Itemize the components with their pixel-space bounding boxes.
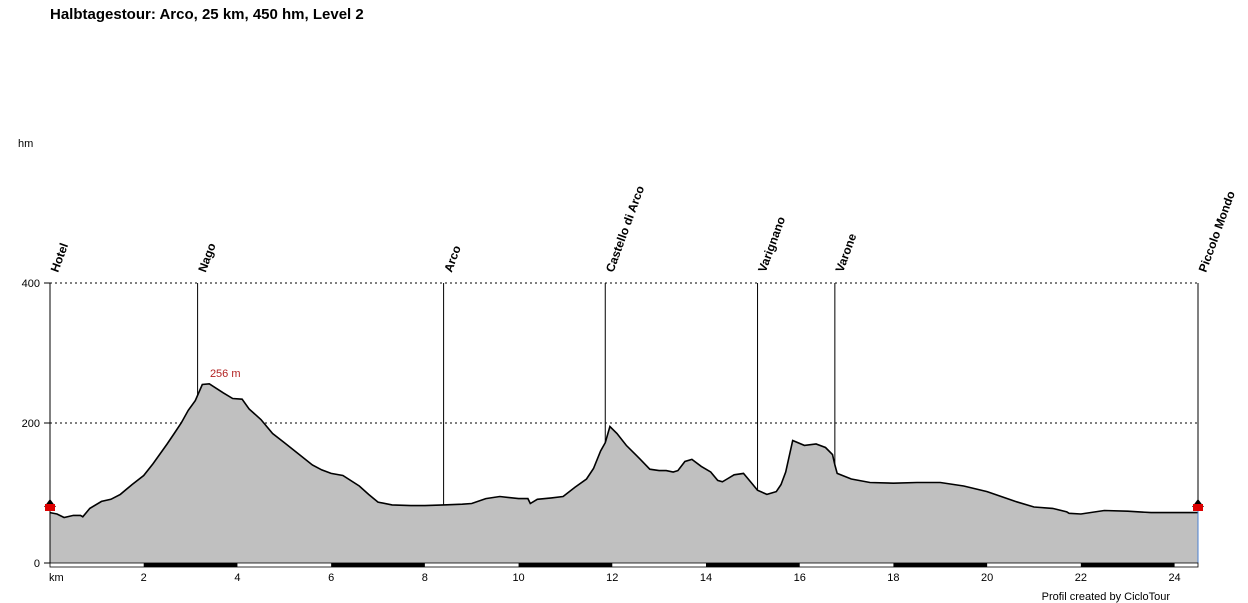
y-tick-label: 0: [34, 558, 40, 570]
x-tick-label: 22: [1075, 572, 1087, 584]
x-tick-label: 2: [141, 572, 147, 584]
waypoint-label: Castello di Arco: [603, 184, 647, 274]
x-axis-segment: [518, 563, 613, 567]
x-tick-label: 12: [606, 572, 618, 584]
y-axis-label: hm: [18, 138, 33, 150]
x-axis-segment: [143, 563, 238, 567]
start-marker: [44, 499, 56, 511]
waypoint-label: Varignano: [755, 215, 788, 274]
peak-elevation-label: 256 m: [210, 368, 241, 380]
x-tick-label: 20: [981, 572, 993, 584]
waypoint-labels: Hotel Nago Arco Castello di Arco Varignano Va…: [48, 184, 1238, 274]
waypoint-label: Hotel: [48, 241, 71, 274]
x-tick-label: 6: [328, 572, 334, 584]
waypoint-label: Arco: [441, 244, 464, 274]
y-tick-label: 400: [22, 278, 40, 290]
x-axis: 2 4 6 8 10 12 14 16 18 20 22 24: [49, 562, 1199, 584]
x-tick-label: 16: [794, 572, 806, 584]
end-marker: [1192, 499, 1204, 511]
x-axis-segment: [1080, 563, 1175, 567]
waypoint-label: Varone: [833, 231, 860, 274]
elevation-area: [50, 383, 1198, 563]
y-tick-label: 200: [22, 418, 40, 430]
elevation-line: [49, 382, 1198, 519]
x-axis-bar: [49, 562, 1199, 568]
x-axis-segment: [893, 563, 988, 567]
x-axis-segment: [331, 563, 425, 567]
x-axis-label: km: [49, 572, 64, 584]
chart-title: Halbtagestour: Arco, 25 km, 450 hm, Leve…: [50, 6, 364, 23]
x-axis-segment: [706, 563, 800, 567]
x-tick-label: 4: [234, 572, 240, 584]
x-tick-label: 24: [1168, 572, 1180, 584]
x-tick-label: 18: [887, 572, 899, 584]
waypoint-label: Piccolo Mondo: [1196, 189, 1238, 274]
x-tick-label: 8: [422, 572, 428, 584]
y-ticks: 0 200 400: [22, 278, 1199, 570]
x-tick-label: 14: [700, 572, 712, 584]
waypoint-label: Nago: [195, 241, 218, 274]
x-tick-label: 10: [512, 572, 524, 584]
credit-text: Profil created by CicloTour: [1042, 591, 1171, 603]
